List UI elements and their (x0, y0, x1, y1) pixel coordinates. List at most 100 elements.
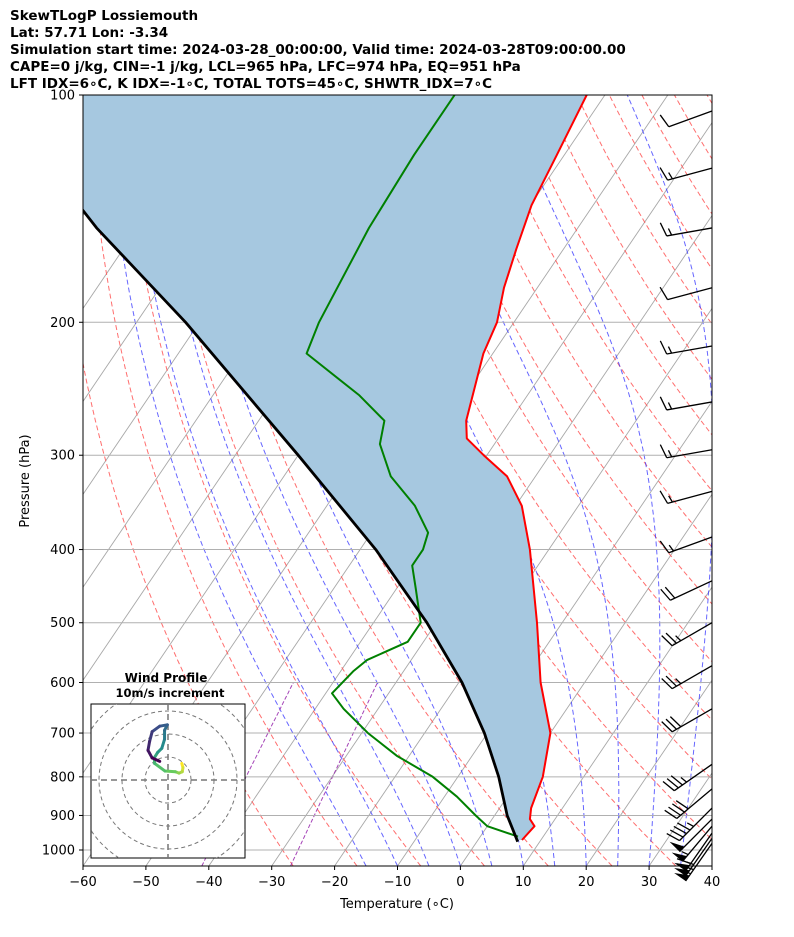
wind-barb-feather (659, 396, 668, 411)
dry-adiabat-line (740, 95, 794, 866)
x-tick-label: −10 (384, 875, 411, 890)
parcel-line (83, 208, 519, 843)
wind-barb-feather (661, 678, 673, 690)
x-tick-label: 0 (456, 875, 464, 890)
chart-header: SkewTLogP Lossiemouth Lat: 57.71 Lon: -3… (10, 8, 626, 93)
wind-barb-feather (664, 586, 676, 599)
shaded-area (83, 95, 587, 840)
wind-barb-staff (676, 788, 713, 819)
wind-barb-feather (665, 675, 677, 687)
wind-barb (659, 340, 713, 355)
wind-barb-feather (659, 540, 670, 554)
wind-barb-half-feather (686, 822, 694, 828)
simulation-time-line: Simulation start time: 2024-03-28_00:00:… (10, 42, 626, 58)
hodograph-segment (150, 724, 162, 734)
hodograph-segment (148, 730, 154, 743)
wind-barb-feather (665, 632, 677, 644)
wind-barb-half-feather (668, 495, 673, 503)
wind-barb (659, 396, 713, 411)
wind-barb-feather (659, 222, 668, 237)
wind-barb (659, 222, 713, 237)
wind-barb-staff (685, 837, 713, 877)
wind-barb-feather (669, 716, 682, 728)
wind-barb-half-feather (675, 678, 682, 685)
wind-barb-half-feather (680, 776, 688, 783)
wind-barb (660, 580, 713, 601)
y-axis-label: Pressure (hPa) (18, 434, 33, 527)
wind-barb-feather (676, 858, 691, 865)
dry-adiabat-line (153, 95, 485, 866)
y-axis-ticks: 100 200 300 400 500 600 700 800 900 1000 (42, 89, 83, 859)
y-tick-label: 100 (50, 89, 75, 104)
y-tick-label: 200 (50, 316, 75, 331)
wind-barb (664, 788, 713, 820)
dry-adiabat-line (413, 95, 712, 605)
wind-barb-flag (669, 841, 685, 852)
moist-adiabat-line (150, 95, 430, 866)
wind-barb-feather (677, 822, 691, 831)
y-tick-label: 600 (50, 676, 75, 691)
wind-barb (661, 622, 713, 647)
wind-barb-feather (661, 635, 673, 647)
wind-barb-feather (659, 114, 670, 128)
y-tick-label: 1000 (42, 844, 75, 859)
wind-barb-staff (666, 345, 713, 355)
x-tick-label: 40 (704, 875, 721, 890)
chart-title: SkewTLogP Lossiemouth (10, 8, 199, 24)
x-tick-label: −50 (132, 875, 159, 890)
wind-barb-staff (673, 763, 713, 792)
wind-barb-feather (664, 809, 678, 820)
y-tick-label: 900 (50, 809, 75, 824)
hodograph-subtitle: 10m/s increment (116, 686, 225, 700)
dry-adiabat-line (380, 95, 712, 663)
x-axis-ticks: −60 −50 −40 −30 −20 −10 0 10 20 30 40 (69, 866, 720, 890)
wind-barb-flag (671, 852, 687, 862)
dry-adiabat-line (706, 95, 712, 105)
wind-barb-staff (667, 287, 713, 301)
wind-barb-feather (671, 803, 685, 813)
isotherm-line (775, 95, 794, 866)
wind-barb-half-feather (667, 228, 673, 236)
wind-barb-staff (666, 401, 713, 411)
dry-adiabat-line (120, 95, 422, 866)
moist-adiabat-line (106, 95, 367, 866)
wind-barb-staff (668, 536, 713, 554)
mixing-ratio-line (290, 682, 378, 866)
dry-adiabat-line (87, 95, 358, 866)
moist-adiabat-line (711, 862, 712, 866)
location-line: Lat: 57.71 Lon: -3.34 (10, 25, 169, 41)
moist-adiabat-line (177, 95, 461, 866)
wind-barb (661, 665, 713, 690)
wind-barb-feather (659, 167, 669, 181)
wind-barb-flag (674, 862, 690, 871)
hodograph-plot (91, 704, 245, 858)
wind-barb-half-feather (675, 635, 682, 642)
x-tick-label: −20 (321, 875, 348, 890)
wind-barb-half-feather (667, 450, 673, 458)
x-tick-label: 30 (641, 875, 658, 890)
wind-barb-feather (673, 825, 687, 835)
dry-adiabat-line (250, 95, 677, 866)
isotherm-line (585, 679, 712, 866)
dry-adiabat-line (348, 95, 712, 721)
moist-adiabat-line (744, 95, 794, 866)
x-tick-label: −30 (258, 875, 285, 890)
wind-barb-staff (685, 843, 713, 882)
y-tick-label: 300 (50, 449, 75, 464)
dry-adiabat-line (446, 95, 712, 548)
hodograph-segment (160, 737, 167, 750)
wind-barb-feather (662, 781, 675, 792)
wind-barb-feather (660, 588, 671, 601)
wind-barb-staff (667, 167, 713, 181)
wind-barb (659, 444, 713, 459)
wind-barb (659, 286, 713, 301)
isotherm-line (522, 586, 712, 866)
wind-barb-feather (659, 490, 669, 504)
wind-barb-staff (671, 665, 713, 690)
dry-adiabat-line (478, 95, 712, 492)
y-tick-label: 400 (50, 543, 75, 558)
isotherm-line (711, 865, 712, 866)
stability-indices-line: CAPE=0 j/kg, CIN=-1 j/kg, LCL=965 hPa, L… (10, 59, 521, 75)
wind-barb-staff (671, 622, 713, 647)
moist-adiabat-line (127, 95, 398, 866)
